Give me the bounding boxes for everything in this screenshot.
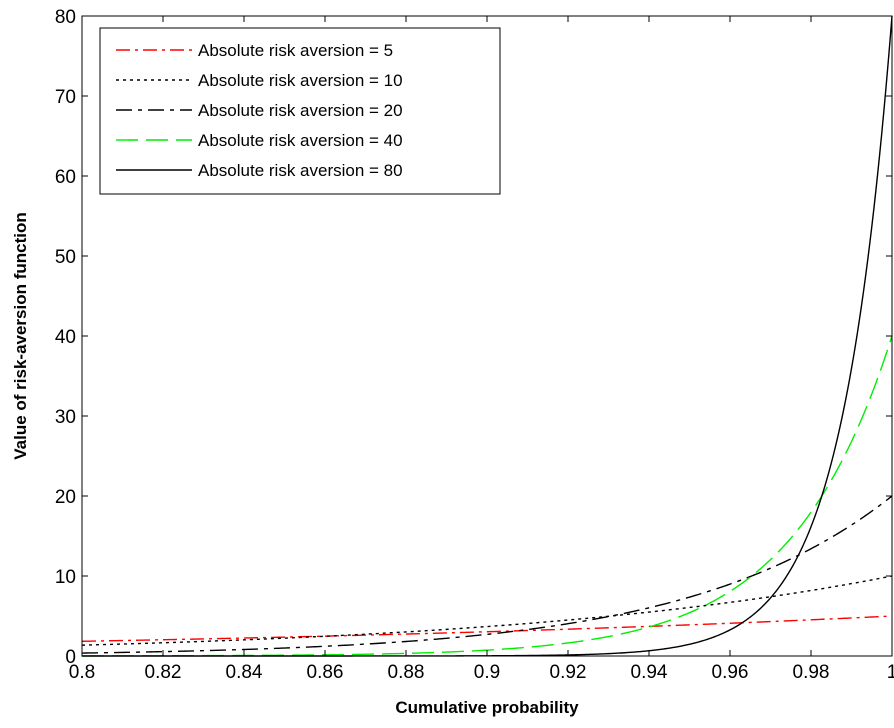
x-tick-label: 0.96 <box>712 662 749 683</box>
x-tick-label: 0.8 <box>69 662 95 683</box>
y-tick-label: 0 <box>65 647 76 668</box>
y-axis-label: Value of risk-aversion function <box>11 212 30 460</box>
legend-label: Absolute risk aversion = 10 <box>198 71 403 90</box>
x-tick-label: 0.84 <box>226 662 263 683</box>
legend-label: Absolute risk aversion = 80 <box>198 161 403 180</box>
ticks-layer: 0.8 0.82 0.84 0.86 0.88 0.9 0.92 0.94 0.96 0.98 10… <box>55 7 894 683</box>
y-tick-label: 50 <box>55 247 76 268</box>
x-tick-label: 1 <box>887 662 894 683</box>
y-tick-label: 40 <box>55 327 76 348</box>
y-tick-label: 70 <box>55 87 76 108</box>
y-tick-label: 60 <box>55 167 76 188</box>
y-tick-label: 80 <box>55 7 76 28</box>
x-axis-label: Cumulative probability <box>395 698 579 717</box>
x-tick-label: 0.94 <box>631 662 668 683</box>
series-line-5 <box>81 615 893 642</box>
series-line-20 <box>81 495 893 654</box>
legend: Absolute risk aversion = 5 Absolute risk … <box>99 27 501 195</box>
x-tick-label: 0.88 <box>388 662 425 683</box>
x-tick-label: 0.86 <box>307 662 344 683</box>
legend-label: Absolute risk aversion = 40 <box>198 131 403 150</box>
legend-label: Absolute risk aversion = 5 <box>198 41 393 60</box>
x-tick-label: 0.9 <box>474 662 500 683</box>
series-line-10 <box>81 575 893 646</box>
y-tick-label: 20 <box>55 487 76 508</box>
x-tick-label: 0.82 <box>145 662 182 683</box>
y-tick-label: 10 <box>55 567 76 588</box>
x-tick-label: 0.92 <box>550 662 587 683</box>
y-tick-label: 30 <box>55 407 76 428</box>
legend-box <box>99 27 501 195</box>
x-tick-label: 0.98 <box>793 662 830 683</box>
legend-label: Absolute risk aversion = 20 <box>198 101 403 120</box>
